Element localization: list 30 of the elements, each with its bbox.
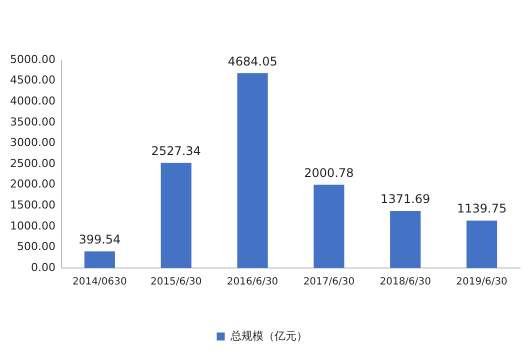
data-label: 1371.69 <box>380 192 430 206</box>
y-tick-label: 1500.00 <box>10 198 56 212</box>
y-tick-label: 0.00 <box>30 260 56 274</box>
x-tick-label: 2016/6/30 <box>226 276 278 288</box>
data-label: 1139.75 <box>456 202 507 216</box>
x-tick-label: 2017/6/30 <box>303 276 355 288</box>
y-tick-label: 2000.00 <box>10 178 56 191</box>
x-tick-label: 2015/6/30 <box>150 276 202 288</box>
bar <box>237 73 268 268</box>
y-tick-label: 2500.00 <box>10 156 56 170</box>
legend-label: 总规模（亿元） <box>229 329 308 342</box>
y-tick-label: 1000.00 <box>10 219 56 232</box>
x-tick-label: 2014/0630 <box>72 276 127 288</box>
y-tick-label: 4000.00 <box>10 94 56 108</box>
x-tick-label: 2019/6/30 <box>456 276 508 288</box>
y-tick-label: 5000.00 <box>10 52 56 66</box>
bar <box>390 210 421 268</box>
y-tick-label: 3500.00 <box>10 115 56 128</box>
bar <box>160 162 192 268</box>
y-tick-label: 3000.00 <box>10 136 56 150</box>
data-label: 2527.34 <box>151 144 201 158</box>
y-tick-label: 4500.00 <box>10 74 56 87</box>
bar <box>314 184 344 268</box>
bar <box>84 251 115 268</box>
data-label: 2000.78 <box>304 166 354 180</box>
x-tick-label: 2018/6/30 <box>380 276 432 288</box>
data-label: 4684.05 <box>228 54 278 68</box>
bar <box>466 220 498 268</box>
y-tick-label: 500.00 <box>16 240 56 254</box>
data-label: 399.54 <box>78 232 121 247</box>
